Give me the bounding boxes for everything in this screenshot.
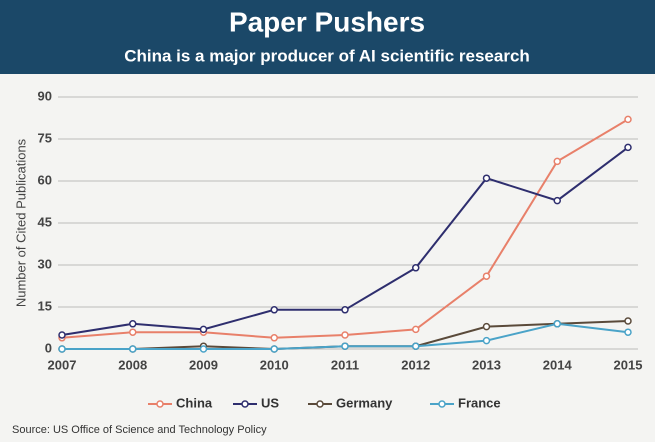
point	[341, 306, 349, 314]
point	[58, 345, 66, 353]
y-tick-label: 60	[38, 172, 52, 187]
legend-label: France	[458, 395, 501, 410]
point	[129, 328, 137, 336]
x-tick-label: 2009	[189, 357, 218, 372]
point	[624, 328, 632, 336]
y-axis-label: Number of Cited Publications	[13, 138, 28, 307]
point	[553, 157, 561, 166]
x-tick-label: 2015	[614, 357, 643, 372]
point	[412, 325, 420, 334]
legend-label: Germany	[336, 395, 393, 410]
point	[129, 320, 137, 328]
x-tick-label: 2008	[118, 357, 147, 372]
point	[341, 342, 349, 350]
point	[553, 196, 561, 205]
point	[482, 322, 491, 331]
x-tick-label: 2012	[401, 357, 430, 372]
y-tick-label: 45	[38, 214, 52, 229]
point	[624, 317, 632, 325]
point	[553, 320, 561, 328]
y-tick-label: 75	[38, 130, 52, 145]
header	[0, 0, 655, 74]
x-tick-label: 2014	[543, 357, 573, 372]
chart-title: Paper Pushers	[229, 6, 425, 37]
legend-marker	[156, 400, 164, 408]
point	[199, 345, 208, 353]
point	[270, 345, 278, 353]
legend-label: US	[261, 395, 279, 410]
x-tick-label: 2013	[472, 357, 501, 372]
chart-subtitle: China is a major producer of AI scientif…	[124, 46, 530, 65]
point	[199, 325, 208, 334]
point	[412, 342, 420, 350]
legend-label: China	[176, 395, 213, 410]
point	[412, 264, 420, 272]
y-tick-label: 30	[38, 256, 52, 271]
point	[482, 174, 491, 182]
source: Source: US Office of Science and Technol…	[12, 424, 267, 436]
point	[270, 334, 278, 342]
point	[482, 272, 491, 280]
point	[624, 115, 632, 124]
point	[341, 331, 349, 339]
point	[482, 336, 491, 345]
point	[58, 331, 66, 339]
y-tick-label: 0	[45, 340, 52, 355]
point	[270, 306, 278, 314]
x-tick-label: 2007	[48, 357, 77, 372]
legend-marker	[438, 400, 446, 408]
point	[624, 143, 632, 152]
point	[129, 345, 137, 353]
legend-marker	[316, 400, 324, 408]
y-tick-label: 15	[38, 298, 52, 313]
legend-marker	[241, 400, 249, 408]
x-tick-label: 2011	[331, 357, 359, 372]
y-tick-label: 90	[38, 88, 52, 103]
x-tick-label: 2010	[260, 357, 289, 372]
